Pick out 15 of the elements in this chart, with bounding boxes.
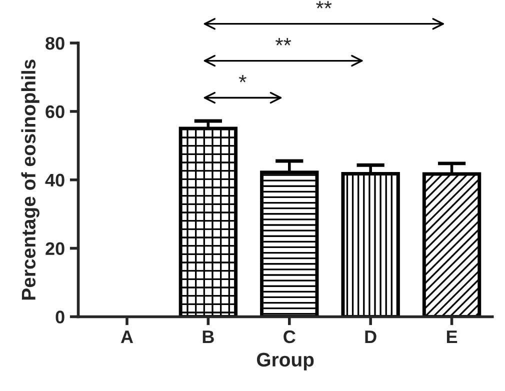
x-axis-title: Group bbox=[256, 352, 314, 370]
y-tick-label: 0 bbox=[56, 310, 64, 324]
x-tick-label: C bbox=[284, 330, 296, 344]
y-tick-label: 20 bbox=[46, 242, 64, 256]
y-tick-label: 40 bbox=[45, 174, 64, 187]
y-tick-label: 80 bbox=[46, 36, 64, 50]
annotation: * bbox=[238, 74, 246, 82]
y-tick-label: 60 bbox=[46, 105, 64, 118]
x-tick-label: E bbox=[446, 330, 458, 343]
annotation: ** bbox=[276, 38, 292, 46]
x-tick-label: B bbox=[202, 330, 214, 343]
text: ** bbox=[316, 1, 332, 8]
y-axis-title: Percentage of eosinophils bbox=[21, 60, 40, 300]
x-tick-label: A bbox=[120, 330, 134, 343]
x-tick-label: D bbox=[365, 330, 376, 343]
